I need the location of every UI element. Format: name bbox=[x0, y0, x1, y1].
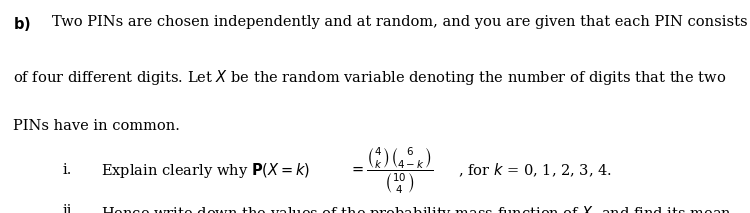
Text: Hence write down the values of the probability mass function of $X$, and find it: Hence write down the values of the proba… bbox=[101, 204, 736, 213]
Text: , for $k$ = 0, 1, 2, 3, 4.: , for $k$ = 0, 1, 2, 3, 4. bbox=[458, 162, 612, 179]
Text: ii.: ii. bbox=[62, 204, 76, 213]
Text: PINs have in common.: PINs have in common. bbox=[13, 119, 180, 133]
Text: Explain clearly why $\mathbf{P}(\mathit{X} = \mathit{k})$: Explain clearly why $\mathbf{P}(\mathit{… bbox=[101, 161, 310, 180]
Text: i.: i. bbox=[62, 163, 72, 177]
Text: $\mathbf{b)}$: $\mathbf{b)}$ bbox=[13, 15, 32, 33]
Text: Two PINs are chosen independently and at random, and you are given that each PIN: Two PINs are chosen independently and at… bbox=[53, 15, 748, 29]
Text: of four different digits. Let $X$ be the random variable denoting the number of : of four different digits. Let $X$ be the… bbox=[13, 68, 727, 87]
Text: $= \dfrac{\binom{4}{k}\binom{6}{4-k}}{\binom{10}{4}}$: $= \dfrac{\binom{4}{k}\binom{6}{4-k}}{\b… bbox=[349, 145, 433, 196]
